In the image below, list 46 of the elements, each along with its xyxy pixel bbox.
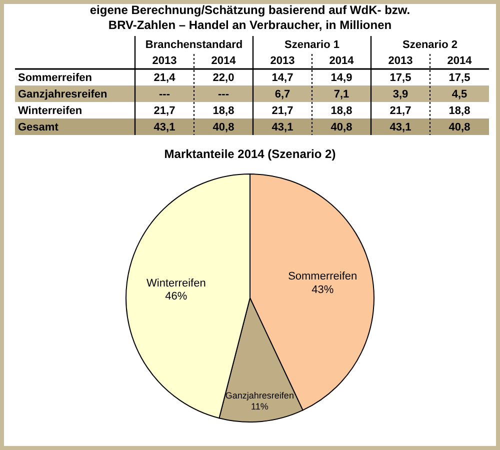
data-label: 14,7 (272, 72, 294, 84)
data-label: 18,8 (212, 105, 234, 117)
data-label: 21,7 (154, 105, 176, 117)
x-tick-label: 2014 (329, 55, 355, 67)
x-tick-label: 2014 (211, 55, 237, 67)
chart-subtitle: BRV-Zahlen – Handel an Verbraucher, in Millionen (108, 18, 392, 32)
data-label: 21,4 (154, 72, 176, 84)
y-tick-label: Ganzjahresreifen (18, 88, 108, 100)
slice-label: Sommerreifen (288, 270, 358, 283)
data-label: 4,5 (452, 88, 468, 100)
data-label: 40,8 (212, 122, 234, 134)
chart-title: eigene Berechnung/Schätzung basierend auf WdK- bzw. (90, 3, 410, 17)
data-label: 21,7 (390, 105, 412, 117)
slice-label: Winterreifen (146, 277, 206, 290)
x-tick-label: 2013 (270, 55, 295, 67)
data-label: 17,5 (390, 72, 412, 84)
data-label: 18,8 (448, 105, 470, 117)
data-label: 14,9 (330, 72, 352, 84)
data-label: 11% (251, 401, 268, 412)
slice-label: Ganzjahresreifen (225, 390, 294, 401)
x-tick-label: 2013 (388, 55, 413, 67)
text: --- (159, 88, 170, 100)
x-tick-label: 2013 (152, 55, 177, 67)
data-label: 40,8 (330, 122, 352, 134)
data-label: 40,8 (448, 122, 470, 134)
y-tick-label: Winterreifen (18, 105, 82, 117)
data-label: 43% (312, 284, 334, 296)
y-tick-label: Gesamt (18, 122, 59, 134)
text: Szenario 1 (284, 39, 340, 51)
data-label: 18,8 (330, 105, 352, 117)
x-tick-label: 2014 (447, 55, 473, 67)
data-label: 22,0 (212, 72, 234, 84)
data-label: 43,1 (390, 122, 412, 134)
data-label: 6,7 (274, 88, 290, 100)
data-label: 17,5 (448, 72, 470, 84)
text: --- (218, 88, 229, 100)
text: Branchenstandard (145, 39, 243, 51)
data-label: 46% (165, 290, 188, 303)
data-label: 21,7 (272, 105, 294, 117)
data-label: 43,1 (154, 122, 176, 134)
data-label: 7,1 (334, 88, 350, 100)
data-label: 3,9 (392, 88, 408, 100)
data-label: 43,1 (272, 122, 294, 134)
chart-title: Marktanteile 2014 (Szenario 2) (164, 147, 336, 161)
y-tick-label: Sommerreifen (18, 72, 92, 84)
text: Szenario 2 (402, 39, 458, 51)
